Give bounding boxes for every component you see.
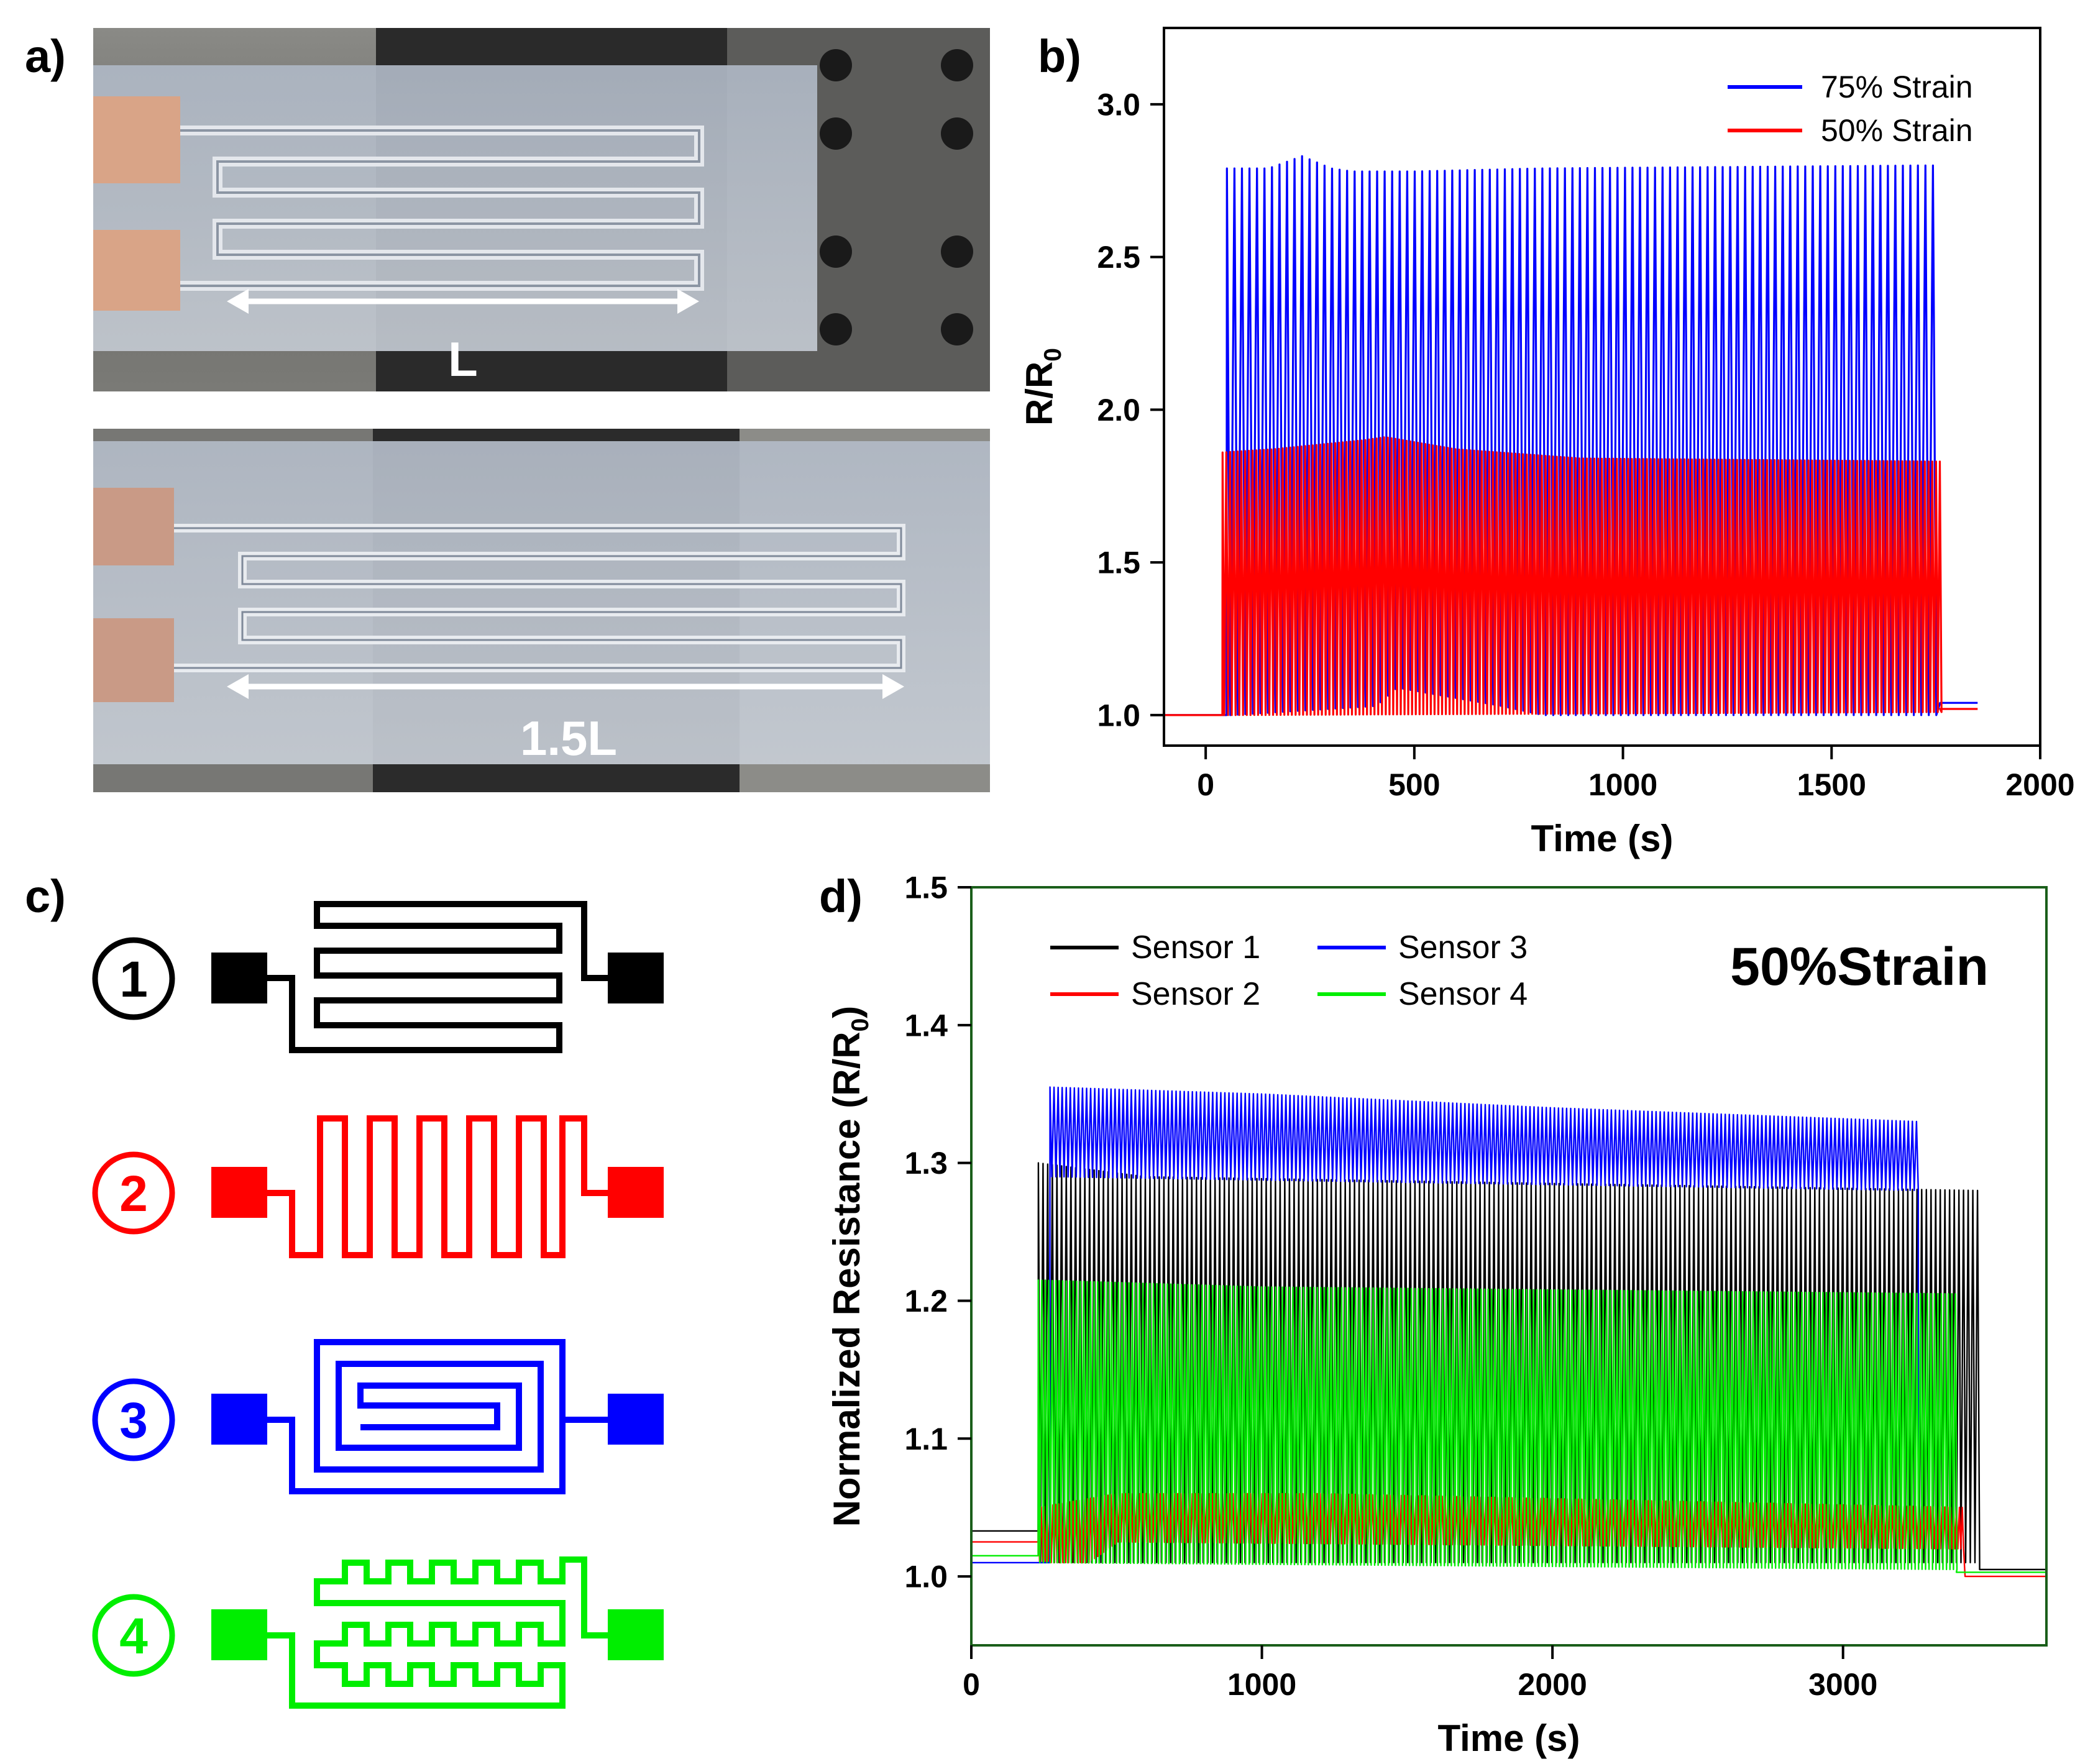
x-tick-label: 500 — [1388, 767, 1440, 802]
y-tick-label: 1.2 — [904, 1284, 948, 1318]
x-axis-label: Time (s) — [1531, 818, 1674, 859]
x-tick-label: 1000 — [1588, 767, 1657, 802]
series-sensor-4 — [971, 1279, 2046, 1573]
y-tick-label: 1.0 — [1097, 698, 1140, 733]
length-label-1-5l: 1.5L — [520, 711, 617, 765]
y-tick-label: 1.0 — [904, 1560, 948, 1594]
y-axis-label: Normalized Resistance (R/R0) — [826, 1006, 874, 1527]
plot-frame — [970, 886, 2048, 1647]
y-tick-label: 1.1 — [904, 1422, 948, 1456]
photo-unstretched: L — [93, 28, 990, 391]
x-tick-label: 0 — [963, 1667, 980, 1702]
y-tick-label: 1.5 — [1097, 546, 1140, 580]
x-tick-label: 2000 — [1518, 1667, 1587, 1702]
x-tick-label: 1500 — [1797, 767, 1866, 802]
photo-stretched: 1.5L — [93, 429, 990, 792]
legend-label: Sensor 4 — [1398, 976, 1528, 1012]
panel-label-d: d) — [819, 871, 863, 922]
legend-label: Sensor 2 — [1131, 976, 1260, 1012]
series-line — [971, 1086, 1920, 1564]
chart-title: 50%Strain — [1730, 937, 1989, 997]
y-tick-label: 1.4 — [904, 1008, 948, 1043]
series-line — [1164, 436, 1978, 716]
y-tick-label: 2.0 — [1097, 393, 1140, 427]
panel-label-b: b) — [1038, 30, 1081, 82]
x-tick-label: 2000 — [2005, 767, 2074, 802]
y-tick-label: 2.5 — [1097, 240, 1140, 275]
panel-label-a: a) — [25, 30, 66, 82]
y-tick-label: 1.3 — [904, 1146, 948, 1181]
plot-frame — [1163, 27, 2041, 747]
legend-label: 50% Strain — [1821, 113, 1973, 148]
length-label-l: L — [448, 332, 478, 386]
legend-label: Sensor 3 — [1398, 930, 1528, 966]
x-tick-label: 0 — [1197, 767, 1214, 802]
x-tick-label: 3000 — [1808, 1667, 1877, 1702]
y-tick-label: 3.0 — [1097, 87, 1140, 122]
series-sensor-3 — [971, 1086, 1920, 1564]
panel-label-c: c) — [25, 871, 66, 922]
y-axis-label: R/R0 — [1019, 348, 1066, 426]
series-line — [971, 1279, 2046, 1573]
legend-label: 75% Strain — [1821, 70, 1973, 104]
y-tick-label: 1.5 — [904, 871, 948, 905]
series-50-strain — [1164, 436, 1978, 716]
x-tick-label: 1000 — [1227, 1667, 1296, 1702]
legend-label: Sensor 1 — [1131, 930, 1260, 966]
series-line — [1164, 155, 1978, 716]
series-75-strain — [1164, 155, 1978, 716]
x-axis-label: Time (s) — [1438, 1717, 1580, 1759]
